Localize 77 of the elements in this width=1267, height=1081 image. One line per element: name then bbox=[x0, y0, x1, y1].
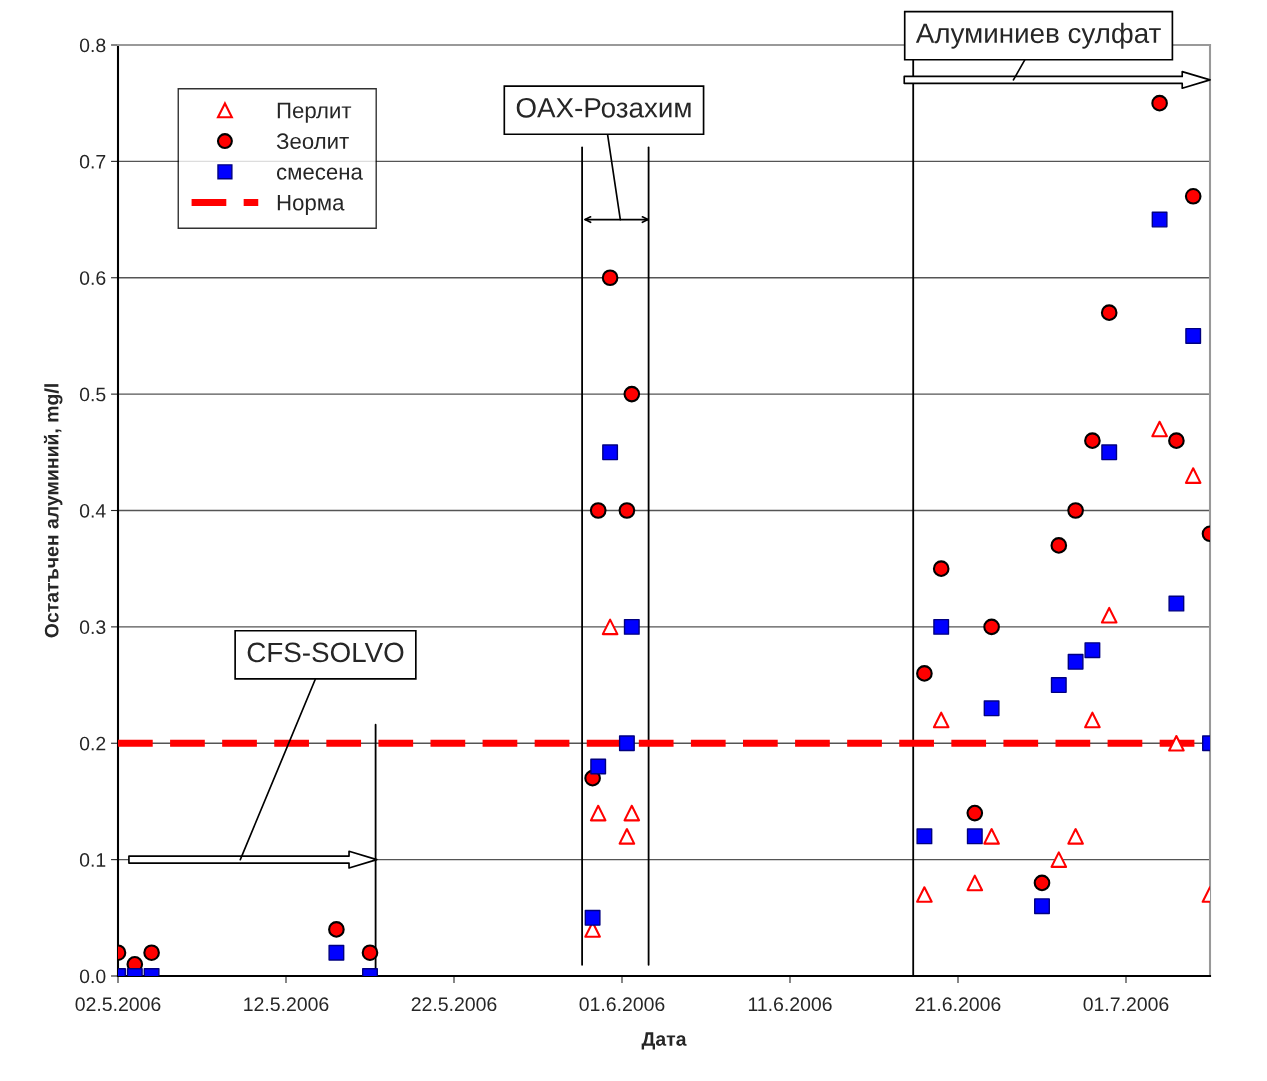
legend-label: смесена bbox=[276, 167, 363, 180]
x-axis-title: Дата bbox=[641, 1032, 687, 1050]
point bbox=[1050, 851, 1068, 868]
point bbox=[1100, 304, 1118, 321]
point bbox=[1033, 874, 1051, 892]
annotation: CFS-SOLVO bbox=[247, 642, 404, 663]
y-tick-label: 0.6 bbox=[79, 271, 106, 285]
point bbox=[1067, 502, 1084, 519]
point bbox=[1100, 606, 1118, 624]
point bbox=[601, 618, 619, 636]
x-tick-label: 12.5.2006 bbox=[244, 997, 329, 1012]
legend-label: Зеолит bbox=[276, 133, 349, 150]
y-tick-label: 0.2 bbox=[79, 736, 106, 751]
point bbox=[1184, 187, 1202, 205]
x-tick-label: 02.5.2006 bbox=[75, 997, 161, 1012]
point bbox=[143, 944, 160, 962]
point bbox=[966, 828, 983, 845]
x-tick-label: 21.6.2006 bbox=[915, 997, 1001, 1012]
annotation: Алуминиев сулфат bbox=[915, 22, 1161, 49]
point bbox=[916, 886, 933, 903]
point bbox=[589, 502, 607, 519]
point bbox=[618, 828, 636, 845]
point bbox=[1185, 327, 1202, 344]
point bbox=[1151, 94, 1168, 112]
point bbox=[1084, 432, 1101, 449]
point bbox=[1168, 595, 1185, 612]
annotation: OAX-Розахим bbox=[516, 97, 691, 118]
point bbox=[1101, 444, 1118, 461]
point bbox=[584, 909, 601, 926]
point bbox=[966, 874, 984, 892]
legend-label: Перлит bbox=[277, 102, 352, 123]
point bbox=[1050, 677, 1067, 694]
point bbox=[623, 804, 641, 822]
point bbox=[590, 758, 607, 775]
point bbox=[1067, 653, 1084, 670]
legend-label: Норма bbox=[277, 194, 345, 215]
y-tick-label: 0.1 bbox=[79, 853, 106, 867]
point bbox=[1084, 711, 1101, 729]
point bbox=[1184, 467, 1202, 484]
y-tick-label: 0.4 bbox=[79, 503, 106, 518]
point bbox=[933, 618, 950, 635]
point bbox=[623, 618, 640, 635]
point bbox=[983, 618, 1000, 636]
point bbox=[602, 444, 619, 461]
point bbox=[932, 711, 950, 729]
point bbox=[1084, 642, 1101, 659]
y-tick-label: 0.8 bbox=[79, 38, 106, 53]
point bbox=[601, 269, 619, 287]
point bbox=[916, 665, 933, 682]
point bbox=[932, 560, 950, 578]
x-tick-label: 22.5.2006 bbox=[411, 997, 497, 1012]
point bbox=[618, 502, 636, 519]
point bbox=[916, 828, 933, 845]
point bbox=[328, 921, 345, 938]
x-tick-label: 11.6.2006 bbox=[748, 997, 832, 1012]
point bbox=[983, 828, 1000, 845]
y-tick-label: 0.5 bbox=[79, 387, 106, 402]
point bbox=[1168, 432, 1185, 449]
y-axis-title: Остатъчен алуминий, mg/l bbox=[43, 384, 63, 638]
y-tick-label: 0.3 bbox=[79, 620, 106, 635]
point bbox=[623, 385, 641, 403]
y-tick-label: 0.0 bbox=[79, 969, 106, 984]
point bbox=[1151, 211, 1168, 228]
x-tick-label: 01.7.2006 bbox=[1083, 997, 1169, 1012]
point bbox=[1034, 898, 1050, 915]
point bbox=[983, 700, 1000, 717]
point bbox=[328, 944, 345, 961]
point bbox=[1168, 734, 1185, 752]
point bbox=[361, 944, 379, 962]
y-tick-label: 0.7 bbox=[79, 154, 106, 169]
point bbox=[618, 735, 635, 752]
point bbox=[1050, 537, 1068, 554]
point bbox=[966, 804, 984, 822]
point bbox=[1067, 828, 1084, 845]
x-tick-label: 01.6.2006 bbox=[579, 997, 665, 1012]
point bbox=[1151, 420, 1168, 438]
point bbox=[589, 804, 607, 822]
